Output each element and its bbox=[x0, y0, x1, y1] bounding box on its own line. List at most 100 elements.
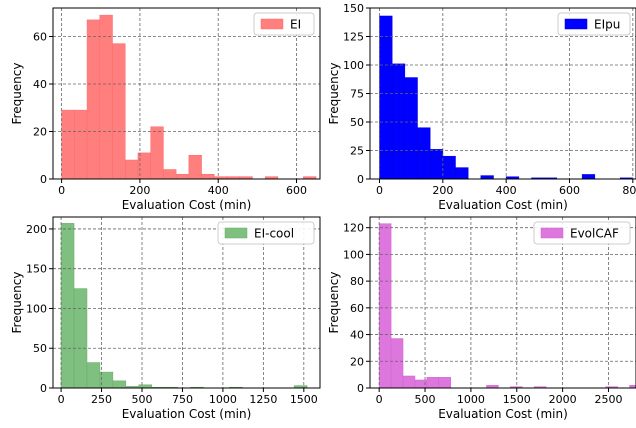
legend-box bbox=[253, 12, 315, 36]
x-tick-label: 500 bbox=[415, 393, 436, 406]
bar-1 bbox=[379, 15, 393, 179]
x-axis-label: Evaluation Cost (min) bbox=[122, 198, 252, 212]
y-tick-label: 75 bbox=[350, 88, 364, 101]
x-tick-label: 1000 bbox=[457, 393, 485, 406]
bar-9 bbox=[533, 386, 547, 388]
legend-box bbox=[557, 12, 631, 36]
plot-frame bbox=[369, 216, 636, 389]
y-tick-label: 0 bbox=[357, 173, 364, 186]
y-tick-label: 50 bbox=[350, 116, 364, 129]
bar-6 bbox=[442, 155, 456, 179]
panel-1: 0 200 400 600 0 20 40 60 Evaluation Cost (min) Fr… bbox=[10, 7, 321, 212]
x-tick-label: 1500 bbox=[503, 393, 531, 406]
bar-11 bbox=[188, 155, 202, 179]
x-tick-label: 600 bbox=[559, 184, 580, 197]
bar-12 bbox=[201, 174, 215, 179]
bar-3 bbox=[86, 19, 101, 179]
x-axis-label: Evaluation Cost (min) bbox=[438, 407, 568, 421]
legend-label: EIpu bbox=[594, 18, 620, 32]
y-tick-label: 0 bbox=[40, 173, 47, 186]
bar-6 bbox=[124, 159, 139, 179]
bar-9 bbox=[163, 169, 177, 179]
bars bbox=[378, 223, 636, 388]
bar-1 bbox=[60, 223, 75, 388]
y-axis-label: Frequency bbox=[10, 63, 24, 125]
bar-11 bbox=[543, 177, 558, 179]
bar-2 bbox=[390, 338, 404, 388]
legend-label: EvolCAF bbox=[570, 227, 619, 241]
y-axis-label: Frequency bbox=[327, 272, 341, 334]
y-tick-label: 200 bbox=[26, 223, 47, 236]
y-tick-label: 125 bbox=[343, 31, 364, 44]
x-tick-label: 750 bbox=[172, 393, 193, 406]
x-tick-label: 250 bbox=[91, 393, 112, 406]
bar-1 bbox=[378, 223, 392, 388]
panel-4: 0 500 1000 1500 2000 2500 0 20 40 60 80 100 120 Evalu… bbox=[327, 216, 636, 421]
y-tick-label: 25 bbox=[350, 145, 364, 158]
y-tick-label: 80 bbox=[350, 275, 364, 288]
x-tick-label: 0 bbox=[376, 393, 383, 406]
y-tick-label: 60 bbox=[350, 302, 364, 315]
bar-12 bbox=[581, 174, 596, 179]
bar-3 bbox=[404, 77, 418, 179]
panel-2: 0 200 400 600 800 0 25 50 75 100 125 150 Evaluation … bbox=[327, 2, 636, 212]
legend: EI bbox=[253, 12, 315, 36]
legend: EIpu bbox=[557, 12, 631, 36]
x-tick-label: 500 bbox=[132, 393, 153, 406]
legend-swatch bbox=[564, 18, 588, 30]
bar-9 bbox=[505, 176, 520, 179]
y-tick-label: 100 bbox=[343, 59, 364, 72]
x-tick-label: 600 bbox=[286, 184, 307, 197]
x-tick-label: 2500 bbox=[594, 393, 622, 406]
bar-4 bbox=[99, 14, 113, 179]
bar-3 bbox=[86, 362, 101, 388]
y-tick-label: 100 bbox=[343, 248, 364, 261]
grid bbox=[370, 8, 636, 179]
bar-8 bbox=[150, 126, 164, 179]
bar-2 bbox=[73, 288, 88, 388]
legend-swatch bbox=[540, 227, 564, 239]
legend-label: EI-cool bbox=[254, 227, 294, 241]
bar-17 bbox=[303, 176, 317, 179]
x-tick-label: 2000 bbox=[549, 393, 577, 406]
y-tick-label: 20 bbox=[33, 126, 47, 139]
panel-3: 0 250 500 750 1000 1250 1500 0 50 100 150 200 Evalua… bbox=[10, 216, 321, 421]
x-tick-label: 200 bbox=[432, 184, 453, 197]
plot-frame bbox=[52, 216, 321, 389]
bar-8 bbox=[480, 175, 494, 179]
bar-10 bbox=[605, 386, 618, 388]
y-tick-label: 150 bbox=[343, 2, 364, 15]
legend-swatch bbox=[260, 18, 284, 30]
x-tick-label: 0 bbox=[58, 393, 65, 406]
grid bbox=[53, 217, 320, 388]
legend-box bbox=[217, 221, 315, 245]
legend-swatch bbox=[224, 227, 248, 239]
legend: EI-cool bbox=[217, 221, 315, 245]
x-tick-label: 0 bbox=[58, 184, 65, 197]
y-tick-label: 0 bbox=[40, 382, 47, 395]
bar-5 bbox=[112, 380, 127, 388]
bar-1 bbox=[61, 109, 75, 179]
legend-box bbox=[533, 221, 631, 245]
bar-4 bbox=[417, 127, 431, 179]
bar-8 bbox=[510, 386, 523, 388]
plot-frame bbox=[52, 7, 321, 180]
bar-5 bbox=[429, 149, 444, 179]
y-tick-label: 150 bbox=[26, 263, 47, 276]
bars bbox=[60, 223, 308, 388]
bar-10 bbox=[175, 174, 190, 179]
x-tick-label: 200 bbox=[129, 184, 150, 197]
grid bbox=[370, 217, 636, 388]
bar-16 bbox=[264, 176, 279, 179]
bar-15 bbox=[239, 176, 253, 179]
y-tick-label: 40 bbox=[350, 329, 364, 342]
y-axis-label: Frequency bbox=[327, 63, 341, 125]
x-tick-label: 400 bbox=[208, 184, 229, 197]
y-tick-label: 0 bbox=[357, 382, 364, 395]
bar-7 bbox=[138, 384, 152, 388]
bar-2 bbox=[391, 63, 406, 179]
y-tick-label: 100 bbox=[26, 302, 47, 315]
grid bbox=[53, 8, 320, 179]
